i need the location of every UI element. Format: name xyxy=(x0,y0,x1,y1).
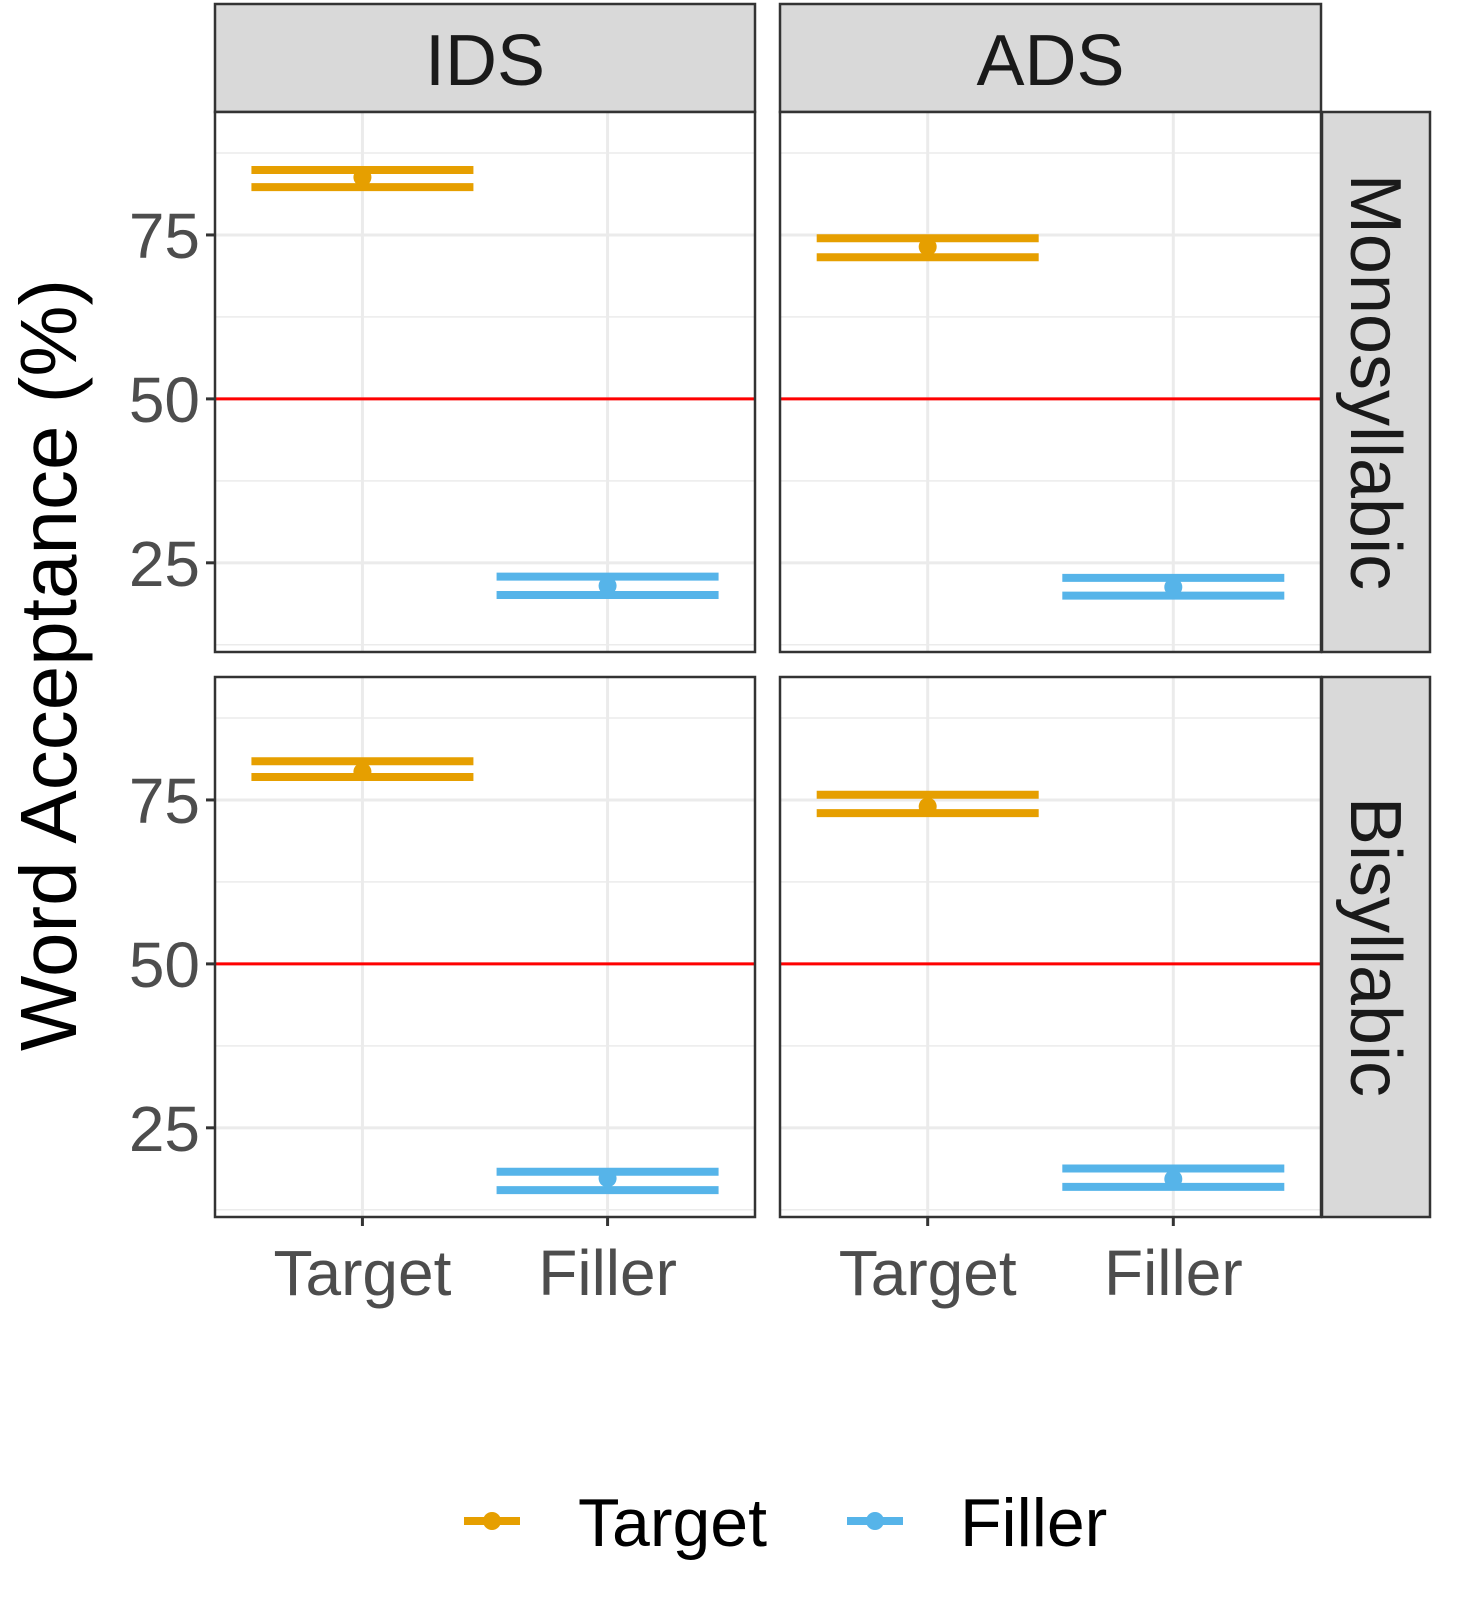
errorbar-target xyxy=(816,234,1039,262)
mean-point xyxy=(353,762,372,781)
mean-point xyxy=(353,168,372,187)
mean-point xyxy=(598,1169,617,1188)
panel-ids-bisyllabic: 25 50 75 Target Filler xyxy=(129,675,757,1309)
row-strip-label: Monosyllabic xyxy=(1335,174,1415,590)
row-strip-bisyllabic xyxy=(1320,675,1432,1219)
legend-label-filler: Filler xyxy=(960,1485,1107,1561)
legend-label-target: Target xyxy=(578,1485,767,1561)
mean-point xyxy=(1164,1169,1183,1188)
column-strip-ads xyxy=(778,2,1323,114)
panel-border xyxy=(213,675,757,1219)
y-axis-title: Word Acceptance (%) xyxy=(4,279,93,1051)
panel-ads-monosyllabic xyxy=(778,110,1323,654)
errorbar-target xyxy=(816,790,1039,818)
legend-filler-point-icon xyxy=(866,1512,884,1530)
y-tick-label: 50 xyxy=(129,364,200,436)
errorbar-filler xyxy=(496,1167,719,1195)
panel-ids-monosyllabic: 25 50 75 xyxy=(129,110,757,654)
x-tick-label: Target xyxy=(273,1237,451,1309)
y-tick-label: 25 xyxy=(129,528,200,600)
panel-border xyxy=(778,675,1323,1219)
column-strip-label: IDS xyxy=(425,21,545,101)
errorbar-filler xyxy=(496,572,719,599)
row-strip-monosyllabic xyxy=(1320,110,1432,654)
column-strip-label: ADS xyxy=(976,21,1124,101)
legend-key-filler xyxy=(847,1512,903,1530)
errorbar-filler xyxy=(1062,1164,1285,1191)
mean-point xyxy=(1164,578,1183,597)
panel-background xyxy=(780,677,1321,1217)
legend-target-point-icon xyxy=(483,1512,501,1530)
x-tick-label: Filler xyxy=(538,1237,677,1309)
panel-border xyxy=(778,110,1323,654)
mean-point xyxy=(598,576,617,595)
mean-point xyxy=(918,237,937,256)
x-tick-label: Target xyxy=(839,1237,1017,1309)
panel-ads-bisyllabic: Target Filler xyxy=(778,675,1323,1309)
column-strip-ids xyxy=(213,2,757,114)
errorbar-target xyxy=(251,757,474,781)
panel-background xyxy=(215,112,755,652)
y-tick-label: 25 xyxy=(129,1093,200,1165)
panel-border xyxy=(213,110,757,654)
x-tick-label: Filler xyxy=(1104,1237,1243,1309)
y-tick-label: 75 xyxy=(129,765,200,837)
y-tick-label: 50 xyxy=(129,929,200,1001)
panels-group: IDS ADS Monosyllabic Bisyllabic 25 50 75 25 50 75… xyxy=(129,2,1432,1309)
errorbar-target xyxy=(251,166,474,192)
row-strip-label: Bisyllabic xyxy=(1335,797,1415,1097)
legend-key-target xyxy=(464,1512,520,1530)
panel-background xyxy=(780,112,1321,652)
legend: Target Filler xyxy=(464,1485,1107,1561)
y-tick-label: 75 xyxy=(129,200,200,272)
mean-point xyxy=(918,797,937,816)
errorbar-filler xyxy=(1062,573,1285,600)
